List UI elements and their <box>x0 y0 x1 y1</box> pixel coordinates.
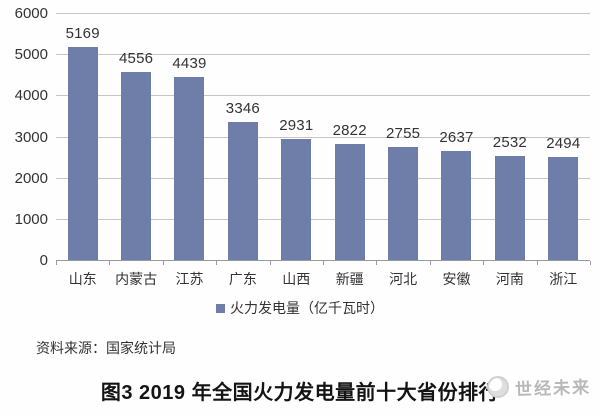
x-axis-tick <box>269 261 271 265</box>
gridline <box>56 13 590 14</box>
x-axis-tick <box>376 261 378 265</box>
gridline <box>56 54 590 56</box>
x-axis-label: 河南 <box>495 271 524 287</box>
watermark-text: 世经未来 <box>514 377 592 400</box>
bar-column: 2637 <box>430 13 483 260</box>
bar <box>494 155 525 260</box>
x-axis-tick <box>162 261 164 265</box>
legend-swatch-icon <box>216 303 225 313</box>
legend-label: 火力发电量（亿千瓦时） <box>230 300 384 316</box>
x-axis-label: 山东 <box>68 271 97 287</box>
bar <box>388 146 419 260</box>
bar-value-label: 2931 <box>279 117 314 135</box>
bar-column: 3346 <box>216 13 269 260</box>
bar-column: 4439 <box>163 13 216 260</box>
x-axis-label: 山西 <box>282 271 311 287</box>
x-axis-tick <box>56 261 57 265</box>
source-note: 资料来源：国家统计局 <box>36 340 176 356</box>
bar <box>121 72 152 260</box>
y-axis-label: 1000 <box>14 210 48 228</box>
figure-caption: 图3 2019 年全国火力发电量前十大省份排行 <box>100 382 500 404</box>
x-axis-tick <box>429 261 431 265</box>
bar-column: 2822 <box>323 13 376 260</box>
gridline <box>56 95 590 97</box>
bar-value-label: 2822 <box>332 121 367 139</box>
x-axis-tick <box>216 261 218 265</box>
x-axis-label: 新疆 <box>335 271 364 287</box>
gridline <box>56 136 590 138</box>
bar-value-label: 5169 <box>65 25 100 43</box>
bar-column: 2931 <box>270 13 323 260</box>
y-axis-label: 6000 <box>14 5 48 22</box>
gridline <box>56 177 590 179</box>
x-axis-label: 广东 <box>228 271 257 287</box>
watermark-logo-icon <box>487 375 509 398</box>
bar-column: 2494 <box>537 13 590 260</box>
bar <box>548 157 579 260</box>
bar-value-label: 4556 <box>118 50 154 68</box>
bar-value-label: 2494 <box>546 135 581 153</box>
bar-value-label: 2532 <box>492 133 527 151</box>
x-axis-tick <box>483 261 485 265</box>
bar-column: 5169 <box>56 13 109 260</box>
bar <box>67 47 98 260</box>
bar-column: 2755 <box>376 13 429 260</box>
y-axis-label: 5000 <box>14 46 48 64</box>
plot-area: 5169 4556 4439 3346 2931 2822 2755 2637 2532 2494 <box>56 13 590 261</box>
bar-value-label: 3346 <box>225 100 260 118</box>
bar <box>441 151 472 260</box>
y-axis-label: 4000 <box>14 87 48 105</box>
watermark: 世经未来 <box>487 374 591 399</box>
x-axis-label: 江苏 <box>175 271 204 287</box>
bar <box>334 143 365 260</box>
bar <box>174 77 205 260</box>
bar-value-label: 2637 <box>439 129 474 147</box>
x-axis-tick <box>536 261 538 265</box>
x-axis-tick <box>590 261 591 265</box>
x-axis-label: 河北 <box>389 271 418 287</box>
x-axis-label: 安徽 <box>442 271 471 287</box>
bar <box>227 122 258 260</box>
legend: 火力发电量（亿千瓦时） <box>0 298 600 318</box>
x-axis-label: 内蒙古 <box>115 271 158 287</box>
bar-column: 2532 <box>483 13 536 260</box>
y-axis-label: 2000 <box>14 169 48 187</box>
y-axis-label: 3000 <box>14 128 48 146</box>
bar-value-label: 2755 <box>385 124 421 142</box>
bar <box>281 139 312 260</box>
bar-column: 4556 <box>109 13 162 260</box>
gridline <box>56 218 590 220</box>
bar-value-label: 4439 <box>172 55 207 73</box>
x-axis-label: 浙江 <box>549 271 578 287</box>
x-axis-tick <box>323 261 324 265</box>
y-axis-label: 0 <box>39 252 48 269</box>
x-axis-tick <box>109 261 111 265</box>
